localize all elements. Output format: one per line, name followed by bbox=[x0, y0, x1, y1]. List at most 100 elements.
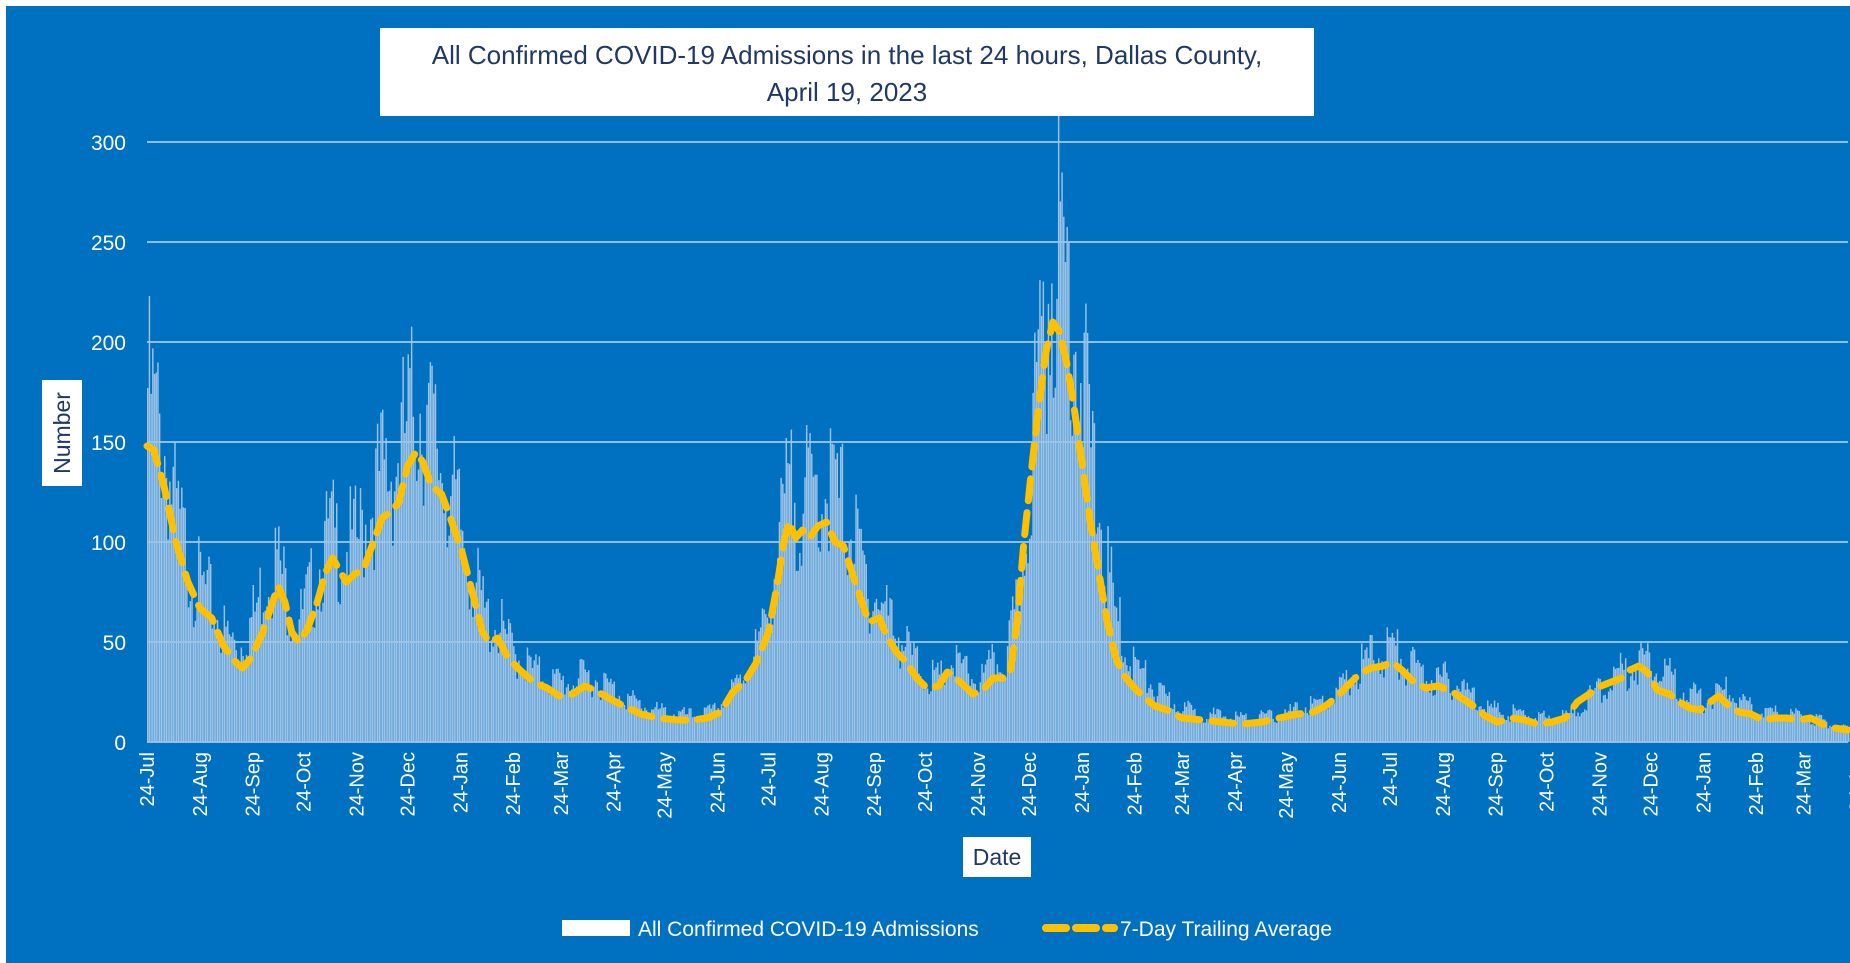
bar bbox=[1208, 723, 1209, 742]
bar bbox=[1056, 299, 1057, 742]
bar bbox=[860, 529, 861, 742]
bar bbox=[1642, 648, 1643, 742]
bar bbox=[830, 428, 831, 742]
bar bbox=[1390, 637, 1391, 742]
bar bbox=[551, 692, 552, 742]
bar bbox=[1269, 710, 1270, 742]
bar bbox=[389, 491, 390, 742]
bar bbox=[598, 691, 599, 742]
bar bbox=[549, 694, 550, 742]
bar bbox=[450, 496, 451, 742]
bar bbox=[191, 597, 192, 742]
bar bbox=[1538, 712, 1539, 742]
bar bbox=[351, 529, 352, 742]
bar bbox=[1594, 688, 1595, 742]
bar bbox=[1608, 692, 1609, 742]
bar bbox=[612, 684, 613, 742]
bar bbox=[402, 357, 403, 742]
bar bbox=[1290, 704, 1291, 742]
bar bbox=[147, 388, 148, 742]
bar bbox=[203, 572, 204, 742]
bar bbox=[804, 477, 805, 742]
bar bbox=[833, 444, 834, 742]
bar bbox=[1148, 688, 1149, 742]
bar bbox=[1698, 690, 1699, 742]
bar bbox=[1136, 659, 1137, 742]
bar bbox=[1676, 699, 1677, 742]
bar bbox=[992, 644, 993, 742]
bar bbox=[302, 609, 303, 742]
bar bbox=[779, 522, 780, 742]
bar bbox=[534, 660, 535, 742]
bar bbox=[1271, 711, 1272, 742]
bar bbox=[1213, 708, 1214, 742]
x-tick-label: 24-Sep bbox=[864, 752, 886, 817]
x-tick-label: 24-Apr bbox=[1847, 752, 1850, 812]
bar bbox=[452, 475, 453, 742]
bar bbox=[889, 598, 890, 742]
bar bbox=[1669, 658, 1670, 742]
bar bbox=[925, 684, 926, 742]
y-tick-label: 300 bbox=[91, 132, 126, 155]
bar bbox=[791, 430, 792, 742]
bar bbox=[1358, 689, 1359, 742]
bar bbox=[152, 348, 153, 742]
bar bbox=[1429, 692, 1430, 742]
bar bbox=[181, 488, 182, 742]
x-tick-label: 24-Sep bbox=[243, 752, 265, 817]
bar bbox=[1009, 620, 1010, 742]
bar bbox=[1274, 722, 1275, 742]
bar bbox=[1422, 665, 1423, 742]
bar bbox=[813, 477, 814, 742]
bar bbox=[772, 625, 773, 742]
bar bbox=[205, 584, 206, 742]
bar bbox=[1713, 703, 1714, 742]
bar bbox=[801, 566, 802, 742]
bar bbox=[1543, 711, 1544, 742]
bar bbox=[522, 670, 523, 742]
bar bbox=[1397, 629, 1398, 742]
bar bbox=[539, 656, 540, 742]
bar bbox=[149, 296, 150, 742]
bar bbox=[1446, 673, 1447, 742]
bar bbox=[1477, 710, 1478, 742]
bar bbox=[355, 486, 356, 742]
bar bbox=[1421, 667, 1422, 742]
bar bbox=[680, 712, 681, 742]
bar bbox=[363, 577, 364, 742]
bar bbox=[900, 669, 901, 742]
bar bbox=[196, 610, 197, 742]
bar bbox=[201, 575, 202, 742]
x-tick-label: 24-Aug bbox=[190, 752, 212, 817]
bar bbox=[1232, 724, 1233, 742]
bar bbox=[1080, 383, 1081, 742]
bar bbox=[935, 667, 936, 742]
bar bbox=[414, 456, 415, 742]
bar bbox=[1542, 713, 1543, 742]
bar bbox=[591, 697, 592, 742]
bar bbox=[213, 620, 214, 742]
bar bbox=[847, 575, 848, 742]
bar bbox=[1261, 710, 1262, 742]
bar bbox=[1725, 677, 1726, 742]
bar bbox=[1748, 701, 1749, 742]
bar bbox=[210, 564, 211, 742]
bar bbox=[886, 585, 887, 742]
bar bbox=[244, 661, 245, 742]
bar bbox=[1519, 709, 1520, 742]
bar bbox=[816, 475, 817, 742]
bar bbox=[1089, 384, 1090, 742]
bar bbox=[190, 601, 191, 742]
x-tick-label: 24-Dec bbox=[1019, 752, 1041, 816]
bar bbox=[241, 647, 242, 742]
bar bbox=[1371, 635, 1372, 742]
bar bbox=[256, 603, 257, 742]
bar bbox=[183, 507, 184, 742]
bar bbox=[1770, 707, 1771, 742]
bar bbox=[1673, 675, 1674, 742]
bar bbox=[1010, 610, 1011, 742]
bar bbox=[957, 653, 958, 742]
bar bbox=[1060, 202, 1061, 742]
bar bbox=[396, 477, 397, 742]
bar bbox=[440, 473, 441, 742]
